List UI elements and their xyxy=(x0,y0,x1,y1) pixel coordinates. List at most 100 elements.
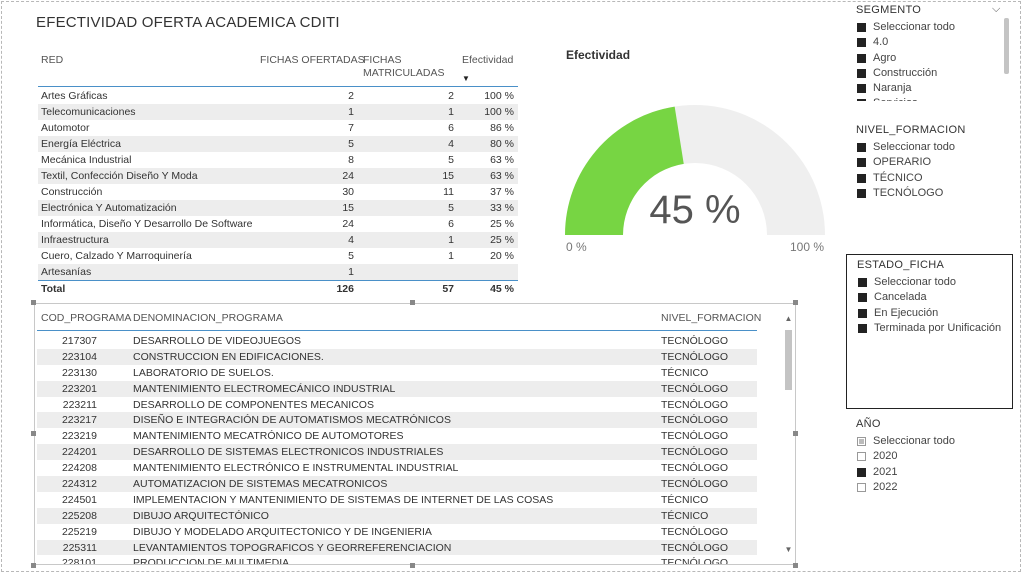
effectiveness-table: RED FICHAS OFERTADAS FICHAS MATRICULADAS… xyxy=(38,50,518,298)
page-title: EFECTIVIDAD OFERTA ACADEMICA CDITI xyxy=(36,14,340,31)
resize-handle-bottom-right[interactable] xyxy=(793,563,798,568)
checkbox-icon[interactable] xyxy=(857,452,866,462)
slicer-item[interactable]: Seleccionar todo xyxy=(856,20,1006,35)
slicer-item[interactable]: Agro xyxy=(856,51,1006,66)
table-row[interactable]: 223130 LABORATORIO DE SUELOS. TÉCNICO xyxy=(37,365,757,381)
checkbox-icon[interactable] xyxy=(857,188,866,198)
checkbox-icon[interactable] xyxy=(857,482,866,492)
chevron-down-icon[interactable]: ⌵ xyxy=(992,3,1001,15)
slicer-item[interactable]: Seleccionar todo xyxy=(857,275,1012,290)
checkbox-icon[interactable] xyxy=(857,68,866,78)
scroll-up-icon[interactable]: ▲ xyxy=(784,314,793,323)
table-row[interactable]: Construcción 30 11 37 % xyxy=(38,184,518,200)
program-table-scrollbar[interactable]: ▲ ▼ xyxy=(784,314,793,554)
checkbox-icon[interactable] xyxy=(858,323,867,333)
slicer-item[interactable]: 2022 xyxy=(856,480,1011,495)
table-row[interactable]: 223104 CONSTRUCCION EN EDIFICACIONES. TECN… xyxy=(37,348,757,365)
slicer-item[interactable]: Naranja xyxy=(856,81,1006,96)
sort-descending-icon[interactable]: ▼ xyxy=(462,74,470,83)
table-row[interactable]: 223211 DESARROLLO DE COMPONENTES MECANICO… xyxy=(37,397,757,413)
table-row[interactable]: Artes Gráficas 2 2 100 % xyxy=(38,88,518,104)
table-row[interactable]: 224201 DESARROLLO DE SISTEMAS ELECTRONICO… xyxy=(37,444,757,461)
total-ofertadas: 126 xyxy=(336,283,354,295)
slicer-item[interactable]: 2020 xyxy=(856,449,1011,464)
row-ofertadas: 1 xyxy=(348,266,354,278)
table-row[interactable]: 223219 MANTENIMIENTO MECATRÓNICO DE AUTOM… xyxy=(37,428,757,444)
table-row[interactable]: 224208 MANTENIMIENTO ELECTRÓNICO E INSTRU… xyxy=(37,460,757,476)
slicer-item[interactable]: OPERARIO xyxy=(856,155,1016,170)
table-row[interactable]: 228101 PRODUCCION DE MULTIMEDIA TECNÓLOGO xyxy=(37,555,757,564)
header-red[interactable]: RED xyxy=(41,54,64,66)
table-row[interactable]: Electrónica Y Automatización 15 5 33 % xyxy=(38,200,518,216)
table-row[interactable]: 223217 DISEÑO E INTEGRACIÓN DE AUTOMATISM… xyxy=(37,412,757,429)
slicer-item[interactable]: Cancelada xyxy=(857,290,1012,305)
table-row[interactable]: 225219 DIBUJO Y MODELADO ARQUITECTONICO Y… xyxy=(37,524,757,540)
table-row[interactable]: Cuero, Calzado Y Marroquinería 5 1 20 % xyxy=(38,248,518,264)
resize-handle-top[interactable] xyxy=(410,300,415,305)
slicer-item-label: 4.0 xyxy=(873,36,889,49)
slicer-item-label: OPERARIO xyxy=(873,156,932,169)
slicer-item[interactable]: 4.0 xyxy=(856,35,1006,50)
effectiveness-gauge[interactable] xyxy=(560,100,830,240)
slicer-item[interactable]: Seleccionar todo xyxy=(856,434,1011,449)
scroll-down-icon[interactable]: ▼ xyxy=(784,545,793,554)
table-row[interactable]: Telecomunicaciones 1 1 100 % xyxy=(38,104,518,120)
row-ofertadas: 5 xyxy=(348,250,354,262)
table-row[interactable]: 224312 AUTOMATIZACION DE SISTEMAS MECATRO… xyxy=(37,476,757,492)
table-row[interactable]: 217307 DESARROLLO DE VIDEOJUEGOS TECNÓLOGO xyxy=(37,333,757,349)
header-efectividad[interactable]: Efectividad xyxy=(462,54,514,66)
checkbox-icon[interactable] xyxy=(858,278,867,287)
header-nivel-formacion[interactable]: NIVEL_FORMACION xyxy=(661,312,762,324)
table-row[interactable]: Informática, Diseño Y Desarrollo De Soft… xyxy=(38,216,518,232)
checkbox-icon[interactable] xyxy=(858,308,867,318)
slicer-item[interactable]: Seleccionar todo xyxy=(856,140,1016,155)
slicer-item-label: 2022 xyxy=(873,480,898,493)
checkbox-icon[interactable] xyxy=(857,23,866,32)
slicer-item-label: Terminada por Unificación xyxy=(874,321,1002,334)
table-row[interactable]: 224501 IMPLEMENTACION Y MANTENIMIENTO DE … xyxy=(37,492,757,508)
resize-handle-bottom-left[interactable] xyxy=(31,563,36,568)
checkbox-icon[interactable] xyxy=(857,53,866,63)
checkbox-icon[interactable] xyxy=(857,84,866,94)
table-row[interactable]: Textil, Confección Diseño Y Moda 24 15 63 % xyxy=(38,168,518,184)
header-cod-programa[interactable]: COD_PROGRAMA xyxy=(41,312,132,324)
slicer-item[interactable]: Servicios xyxy=(856,96,1006,101)
table-row[interactable]: 225311 LEVANTAMIENTOS TOPOGRAFICOS Y GEOR… xyxy=(37,539,757,556)
table-row[interactable]: 223201 MANTENIMIENTO ELECTROMECÁNICO INDU… xyxy=(37,380,757,397)
slicer-item[interactable]: En Ejecución xyxy=(857,306,1012,321)
slicer-item[interactable]: Construcción xyxy=(856,66,1006,81)
slicer-segmento-scrollbar[interactable] xyxy=(1004,18,1009,74)
row-efectividad: 100 % xyxy=(484,106,514,118)
table-row[interactable]: Automotor 7 6 86 % xyxy=(38,120,518,136)
header-fichas-matriculadas[interactable]: FICHAS MATRICULADAS xyxy=(363,54,444,80)
checkbox-icon[interactable] xyxy=(857,99,866,101)
resize-handle-left[interactable] xyxy=(31,431,36,436)
table-row[interactable]: Mecánica Industrial 8 5 63 % xyxy=(38,152,518,168)
scroll-thumb[interactable] xyxy=(785,330,792,390)
resize-handle-right[interactable] xyxy=(793,431,798,436)
table-row[interactable]: Infraestructura 4 1 25 % xyxy=(38,232,518,248)
header-denominacion-programa[interactable]: DENOMINACION_PROGRAMA xyxy=(133,312,283,324)
table-row[interactable]: Artesanías 1 xyxy=(38,264,518,280)
checkbox-icon[interactable] xyxy=(857,158,866,168)
checkbox-icon[interactable] xyxy=(857,143,866,152)
slicer-item[interactable]: 2021 xyxy=(856,465,1011,480)
table-row[interactable]: Energía Eléctrica 5 4 80 % xyxy=(38,136,518,152)
resize-handle-top-left[interactable] xyxy=(31,300,36,305)
row-nivel-formacion: TÉCNICO xyxy=(661,509,709,522)
resize-handle-bottom[interactable] xyxy=(410,563,415,568)
checkbox-icon[interactable] xyxy=(857,437,866,446)
checkbox-icon[interactable] xyxy=(857,467,866,477)
slicer-item[interactable]: TECNÓLOGO xyxy=(856,186,1016,201)
resize-handle-top-right[interactable] xyxy=(793,300,798,305)
slicer-item-label: Construcción xyxy=(873,66,938,79)
table-row[interactable]: 225208 DIBUJO ARQUITECTÓNICO TÉCNICO xyxy=(37,507,757,524)
slicer-item[interactable]: TÉCNICO xyxy=(856,171,1016,186)
slicer-item[interactable]: Terminada por Unificación xyxy=(857,321,1012,336)
slicer-anio-items: Seleccionar todo 2020 2021 2022 xyxy=(856,434,1011,495)
header-fichas-ofertadas[interactable]: FICHAS OFERTADAS xyxy=(260,54,365,66)
checkbox-icon[interactable] xyxy=(857,38,866,48)
checkbox-icon[interactable] xyxy=(858,293,867,303)
checkbox-icon[interactable] xyxy=(857,173,866,183)
